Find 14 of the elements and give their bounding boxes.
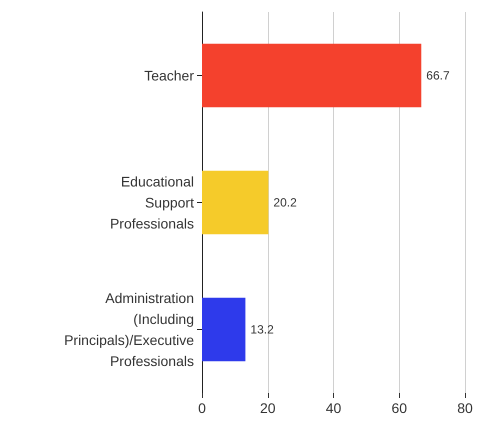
bar (202, 298, 246, 362)
x-tick-label: 60 (391, 400, 408, 416)
x-tick-label: 80 (457, 400, 473, 416)
data-label: 13.2 (250, 322, 274, 336)
bar (202, 170, 268, 234)
bar (202, 44, 422, 108)
y-tick-label: Educational Support Professionals (110, 174, 194, 232)
data-label: 20.2 (273, 196, 298, 210)
x-tick-label: 40 (326, 400, 342, 416)
y-tick-label: Administration (Including Principals)/Executive Professionals (64, 290, 194, 369)
data-label: 66.7 (426, 68, 450, 82)
x-tick-label: 20 (260, 400, 276, 416)
y-tick-label: Teacher (144, 68, 194, 84)
x-tick-label: 0 (198, 400, 206, 416)
